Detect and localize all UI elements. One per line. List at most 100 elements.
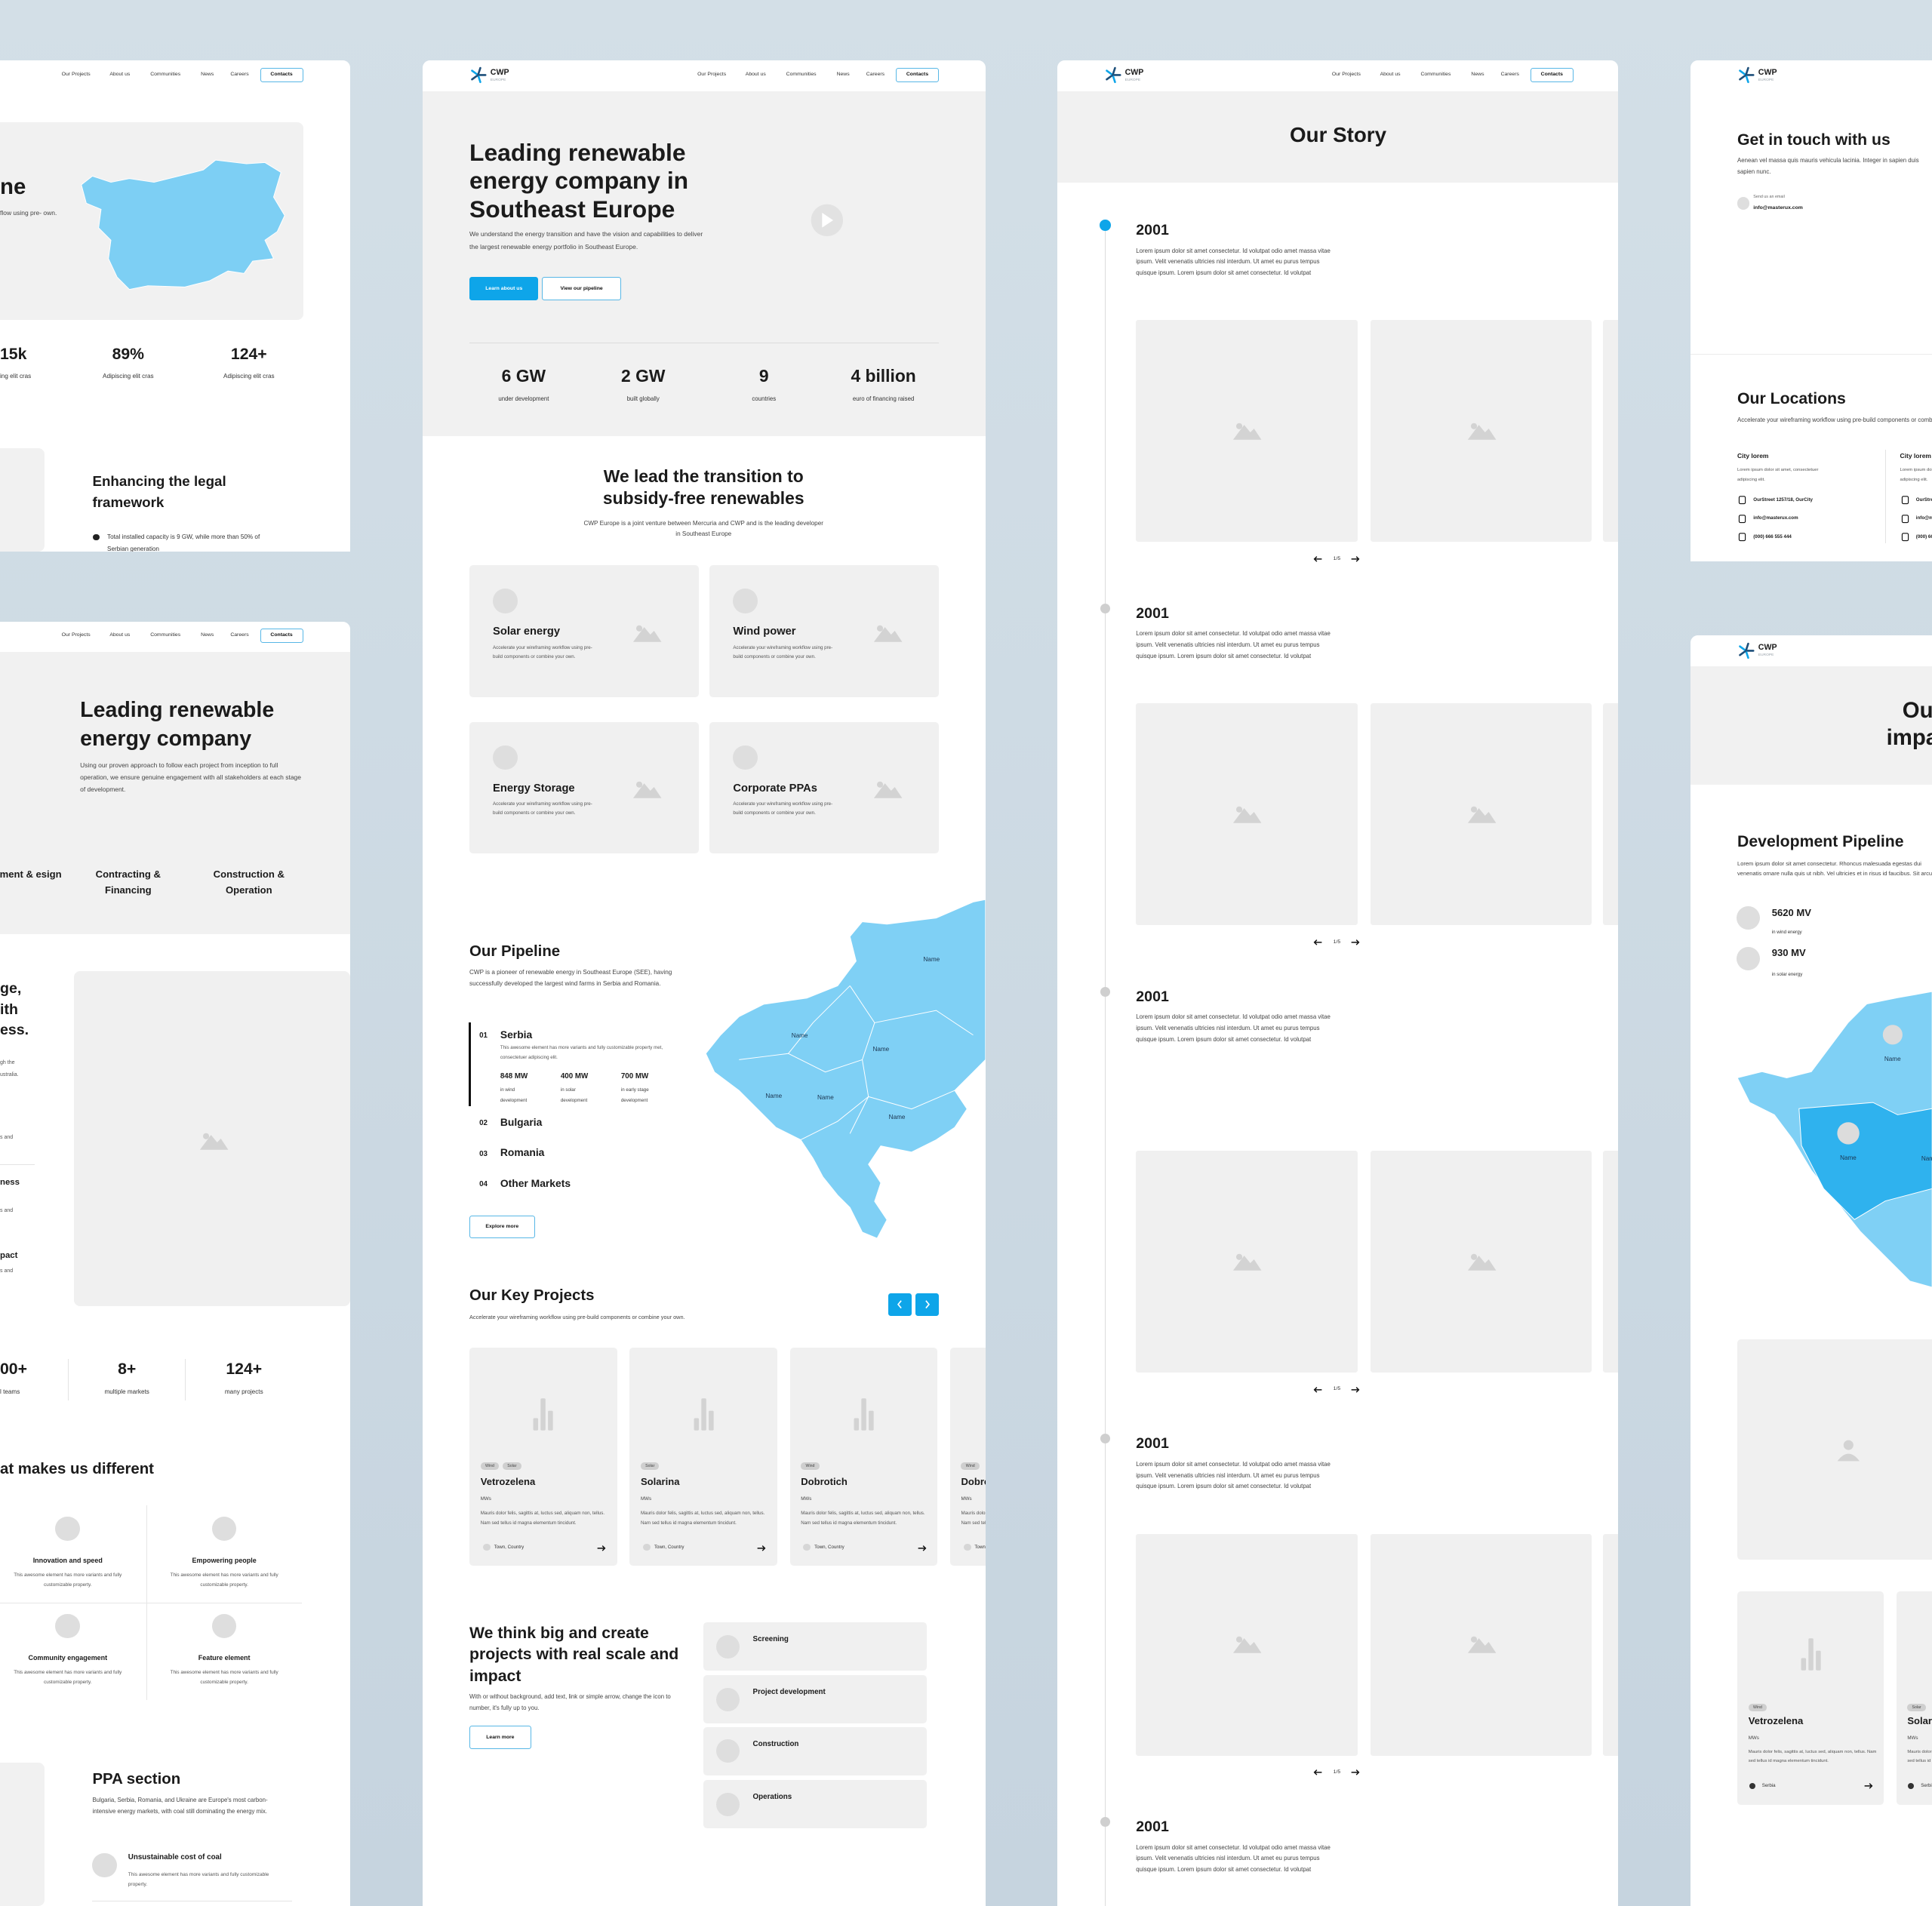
carousel-button[interactable] xyxy=(915,1293,940,1316)
button-label[interactable]: Contacts xyxy=(906,72,929,78)
nav-link[interactable]: Our Projects xyxy=(1331,72,1361,78)
section-title: ge, ith ess. xyxy=(0,980,29,1039)
button[interactable] xyxy=(469,1726,531,1750)
card-title: Corporate PPAs xyxy=(733,782,817,795)
market-name: Romania xyxy=(500,1146,545,1159)
region-border xyxy=(788,985,851,1054)
button[interactable] xyxy=(260,67,303,83)
circle-placeholder xyxy=(1100,604,1110,614)
item-text: s and xyxy=(0,1207,14,1213)
page-title: Our impact xyxy=(1886,698,1932,750)
button[interactable] xyxy=(542,277,621,301)
button-label[interactable]: Learn about us xyxy=(485,285,523,291)
nav-link[interactable]: News xyxy=(201,72,214,78)
stat-value: 2 GW xyxy=(621,365,666,386)
year: 2001 xyxy=(1136,1818,1169,1835)
nav-link[interactable]: About us xyxy=(745,72,766,78)
button[interactable] xyxy=(469,277,539,301)
nav-link[interactable]: Our Projects xyxy=(61,72,91,78)
note: gh the ustralia. xyxy=(0,1060,19,1078)
logo-mark xyxy=(1739,644,1747,652)
circle-placeholder xyxy=(493,745,518,770)
section-text: Lorem ipsum dolor sit amet consectetur. … xyxy=(1737,859,1932,878)
project-text: Mauris dolor felis, sagittis at, luctus … xyxy=(640,1511,765,1526)
feature-title: Empowering people xyxy=(192,1556,257,1564)
city-name: City lorem xyxy=(1900,451,1931,460)
image-placeholder xyxy=(1737,1339,1932,1560)
circle-placeholder xyxy=(1737,905,1761,930)
circle-placeholder xyxy=(1749,1783,1755,1790)
button[interactable] xyxy=(260,628,303,644)
nav-link[interactable]: Communities xyxy=(1420,72,1451,78)
card-text: Accelerate your wireframing workflow usi… xyxy=(493,644,592,659)
carousel-button[interactable] xyxy=(888,1293,912,1316)
logo-mark xyxy=(1745,649,1749,659)
image-icon xyxy=(1467,1638,1497,1653)
entry-text: Lorem ipsum dolor sit amet consectetur. … xyxy=(1136,1460,1331,1490)
nav-link[interactable]: Communities xyxy=(150,72,181,78)
nav-link[interactable]: Careers xyxy=(230,632,249,638)
nav-link[interactable]: Communities xyxy=(150,632,181,638)
year: 2001 xyxy=(1136,604,1169,622)
button[interactable] xyxy=(469,1216,535,1238)
nav-link[interactable]: Our Projects xyxy=(697,72,727,78)
project-unit: MWs xyxy=(480,1496,491,1502)
chart-icon xyxy=(1801,1658,1807,1671)
circle-placeholder xyxy=(716,1739,740,1763)
arrow-icon xyxy=(918,1545,927,1552)
button-label[interactable]: Explore more xyxy=(485,1223,519,1229)
button-label[interactable]: Learn more xyxy=(486,1734,515,1740)
map-label: Name xyxy=(872,1045,890,1053)
logo-name: CWP xyxy=(1758,67,1777,77)
button-label[interactable]: Contacts xyxy=(270,72,293,78)
map-label: Name xyxy=(1840,1154,1857,1161)
nav-link[interactable]: Our Projects xyxy=(61,632,91,638)
nav-link[interactable]: Communities xyxy=(786,72,817,78)
graphic xyxy=(1467,1636,1497,1653)
button-label[interactable]: View our pipeline xyxy=(560,285,603,291)
item-text: s and xyxy=(0,1268,14,1274)
bullet-text: Total installed capacity is 9 GW, while … xyxy=(107,533,260,552)
market-stat-label: in solar development xyxy=(560,1087,588,1103)
nav-link[interactable]: Careers xyxy=(1500,72,1519,78)
nav-link[interactable]: Careers xyxy=(866,72,885,78)
button[interactable] xyxy=(1530,67,1574,83)
nav-link[interactable]: News xyxy=(201,632,214,638)
graphic xyxy=(1901,533,1909,542)
person-icon xyxy=(1837,1453,1860,1462)
circle-placeholder xyxy=(1737,197,1750,210)
image-block xyxy=(0,1763,45,1906)
hero xyxy=(1690,666,1932,785)
nav-link[interactable]: About us xyxy=(1380,72,1401,78)
graphic xyxy=(1313,1769,1322,1776)
hero-text: We understand the energy transition and … xyxy=(469,229,703,251)
button[interactable] xyxy=(895,67,940,83)
graphic xyxy=(1352,1769,1360,1776)
nav-link[interactable]: News xyxy=(1471,72,1484,78)
graphic xyxy=(1467,1253,1497,1271)
graphic xyxy=(1313,939,1322,945)
email: info@masterux.com xyxy=(1753,204,1803,211)
project-unit: MWs xyxy=(801,1496,812,1502)
graphic xyxy=(1837,1440,1860,1462)
nav-link[interactable]: News xyxy=(836,72,850,78)
project-name: Dobrotich xyxy=(801,1475,848,1487)
arrow-icon xyxy=(597,1545,606,1552)
nav-link[interactable]: Careers xyxy=(230,72,249,78)
map-label: Name xyxy=(888,1113,906,1121)
graphic xyxy=(1233,1253,1262,1271)
nav-link[interactable]: About us xyxy=(109,632,131,638)
map-label: Name xyxy=(791,1031,808,1039)
arrow-icon xyxy=(1352,1769,1360,1776)
hero-heading: ne xyxy=(0,174,26,199)
section-title: at makes us different xyxy=(0,1460,154,1477)
project-name: Solarina xyxy=(640,1475,680,1487)
nav-link[interactable]: About us xyxy=(109,72,131,78)
map-label: Name xyxy=(1921,1155,1932,1163)
chart-icon xyxy=(854,1418,859,1431)
button-label[interactable]: Contacts xyxy=(1540,72,1563,78)
button-label[interactable]: Contacts xyxy=(270,632,293,638)
project-location: Town, Country xyxy=(494,1544,525,1550)
image-icon xyxy=(1470,1253,1477,1260)
region-border xyxy=(868,1090,955,1109)
